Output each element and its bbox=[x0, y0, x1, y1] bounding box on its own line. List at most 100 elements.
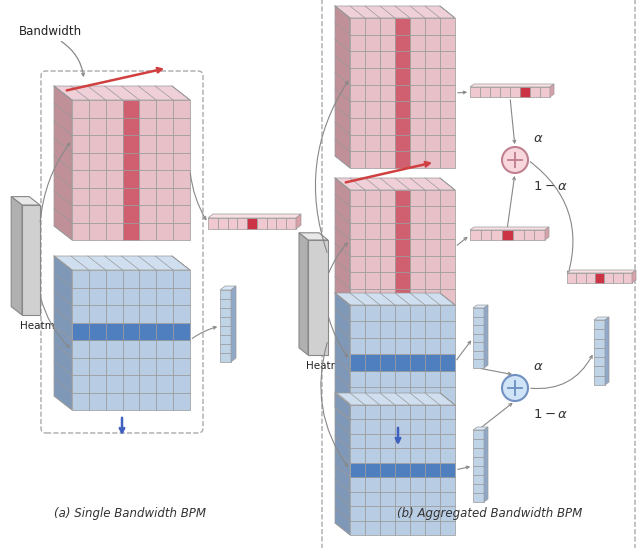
Polygon shape bbox=[380, 355, 395, 370]
Polygon shape bbox=[173, 187, 190, 205]
Polygon shape bbox=[425, 289, 440, 305]
Polygon shape bbox=[365, 52, 380, 68]
Polygon shape bbox=[410, 405, 425, 419]
Polygon shape bbox=[365, 492, 380, 506]
Polygon shape bbox=[89, 152, 106, 170]
Polygon shape bbox=[380, 256, 395, 272]
Polygon shape bbox=[173, 305, 190, 323]
Polygon shape bbox=[380, 190, 395, 207]
Polygon shape bbox=[480, 87, 490, 97]
Polygon shape bbox=[299, 233, 308, 355]
Polygon shape bbox=[267, 218, 276, 229]
Polygon shape bbox=[123, 357, 140, 375]
Polygon shape bbox=[440, 305, 455, 322]
Polygon shape bbox=[481, 230, 492, 240]
Polygon shape bbox=[395, 305, 410, 322]
Polygon shape bbox=[425, 223, 440, 239]
Polygon shape bbox=[395, 338, 410, 355]
Polygon shape bbox=[350, 272, 365, 289]
Polygon shape bbox=[410, 477, 425, 492]
Polygon shape bbox=[365, 305, 380, 322]
Polygon shape bbox=[534, 230, 545, 240]
Polygon shape bbox=[440, 370, 455, 387]
Polygon shape bbox=[395, 101, 410, 118]
Polygon shape bbox=[350, 338, 365, 355]
Polygon shape bbox=[140, 392, 156, 410]
Polygon shape bbox=[123, 305, 140, 323]
Polygon shape bbox=[410, 492, 425, 506]
Polygon shape bbox=[380, 101, 395, 118]
Polygon shape bbox=[173, 152, 190, 170]
Polygon shape bbox=[89, 205, 106, 222]
Polygon shape bbox=[72, 170, 89, 187]
Polygon shape bbox=[425, 68, 440, 85]
Polygon shape bbox=[425, 135, 440, 151]
Polygon shape bbox=[72, 205, 89, 222]
Polygon shape bbox=[365, 477, 380, 492]
Polygon shape bbox=[425, 403, 440, 420]
Polygon shape bbox=[173, 340, 190, 357]
Polygon shape bbox=[500, 87, 510, 97]
Polygon shape bbox=[395, 190, 410, 207]
Polygon shape bbox=[237, 218, 247, 229]
Polygon shape bbox=[410, 85, 425, 101]
Polygon shape bbox=[173, 357, 190, 375]
Polygon shape bbox=[89, 270, 106, 288]
Polygon shape bbox=[89, 222, 106, 240]
Polygon shape bbox=[395, 135, 410, 151]
Polygon shape bbox=[140, 222, 156, 240]
Polygon shape bbox=[335, 393, 350, 535]
Polygon shape bbox=[296, 214, 301, 229]
Polygon shape bbox=[440, 35, 455, 52]
Polygon shape bbox=[473, 351, 484, 359]
Polygon shape bbox=[425, 338, 440, 355]
Polygon shape bbox=[308, 240, 328, 355]
Polygon shape bbox=[440, 322, 455, 338]
Polygon shape bbox=[410, 151, 425, 168]
Polygon shape bbox=[395, 405, 410, 419]
Polygon shape bbox=[395, 68, 410, 85]
Polygon shape bbox=[380, 387, 395, 403]
Polygon shape bbox=[470, 227, 549, 230]
Polygon shape bbox=[173, 170, 190, 187]
Polygon shape bbox=[89, 187, 106, 205]
Polygon shape bbox=[425, 492, 440, 506]
Polygon shape bbox=[140, 152, 156, 170]
Polygon shape bbox=[335, 6, 455, 18]
Polygon shape bbox=[380, 223, 395, 239]
Polygon shape bbox=[350, 387, 365, 403]
Polygon shape bbox=[365, 322, 380, 338]
Polygon shape bbox=[410, 118, 425, 135]
Polygon shape bbox=[123, 100, 140, 117]
Polygon shape bbox=[395, 403, 410, 420]
Polygon shape bbox=[473, 305, 488, 308]
Polygon shape bbox=[89, 323, 106, 340]
Polygon shape bbox=[220, 326, 231, 335]
Polygon shape bbox=[470, 84, 554, 87]
Polygon shape bbox=[350, 434, 365, 448]
Circle shape bbox=[502, 147, 528, 173]
Polygon shape bbox=[350, 521, 365, 535]
Polygon shape bbox=[350, 35, 365, 52]
Polygon shape bbox=[173, 117, 190, 135]
Polygon shape bbox=[220, 299, 231, 308]
Polygon shape bbox=[89, 357, 106, 375]
Polygon shape bbox=[576, 273, 586, 283]
Polygon shape bbox=[623, 273, 632, 283]
Polygon shape bbox=[410, 101, 425, 118]
Polygon shape bbox=[140, 270, 156, 288]
Polygon shape bbox=[510, 87, 520, 97]
Polygon shape bbox=[395, 118, 410, 135]
Polygon shape bbox=[54, 86, 190, 100]
Polygon shape bbox=[380, 272, 395, 289]
Polygon shape bbox=[440, 223, 455, 239]
Polygon shape bbox=[395, 434, 410, 448]
Polygon shape bbox=[594, 376, 605, 385]
Polygon shape bbox=[410, 322, 425, 338]
Polygon shape bbox=[540, 87, 550, 97]
Polygon shape bbox=[350, 18, 365, 35]
Polygon shape bbox=[106, 117, 123, 135]
Polygon shape bbox=[365, 506, 380, 521]
Polygon shape bbox=[425, 190, 440, 207]
Polygon shape bbox=[410, 448, 425, 463]
